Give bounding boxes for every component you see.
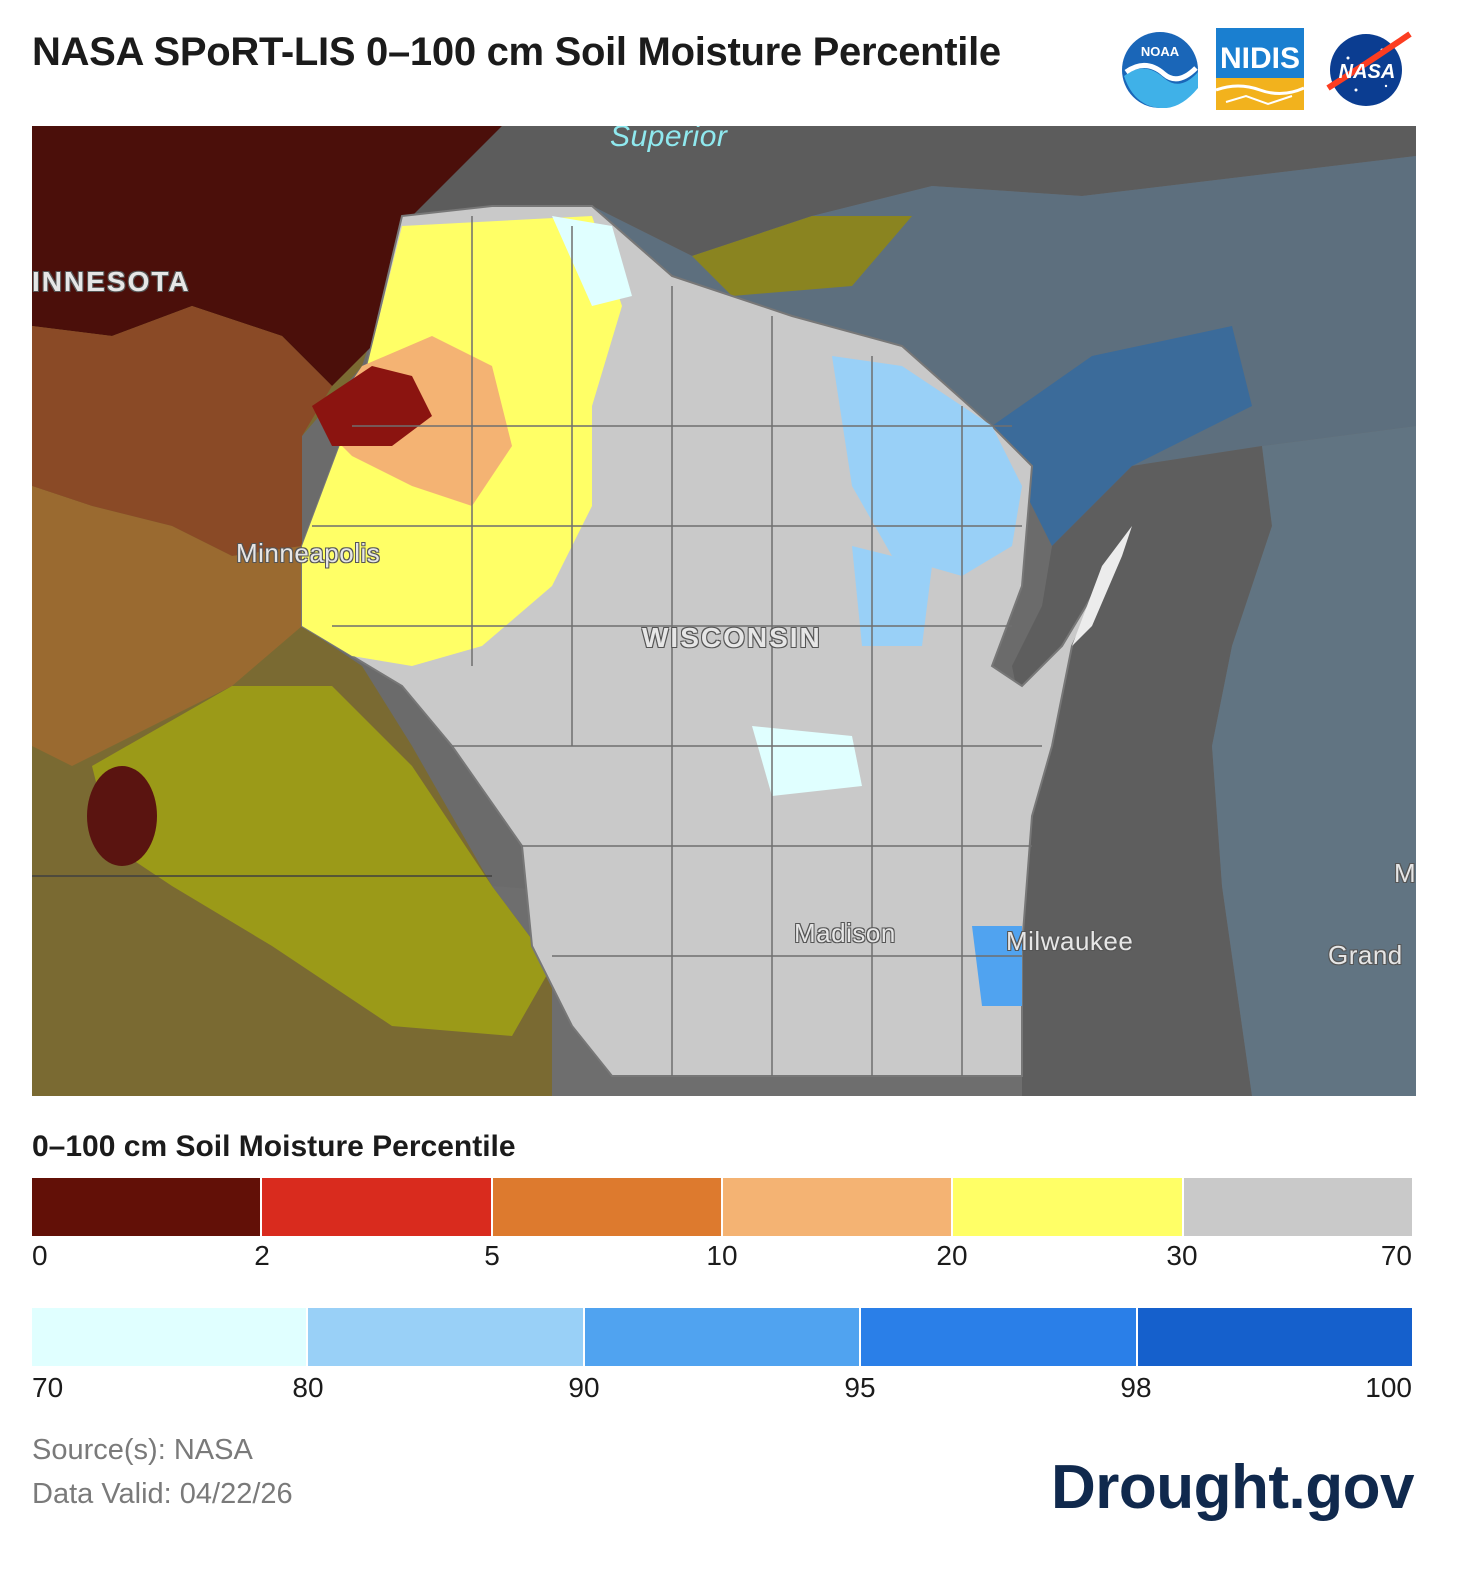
legend-dry-tick-3: 10 xyxy=(706,1240,738,1271)
legend-dry-ticks: 0 2 5 10 20 30 70 xyxy=(32,1240,1412,1272)
label-wisconsin: WISCONSIN xyxy=(642,622,822,653)
minnesota-dry-band xyxy=(32,306,332,556)
lake-michigan xyxy=(1012,446,1272,1096)
lower-michigan xyxy=(1212,426,1416,1096)
source-text: Source(s): NASA xyxy=(32,1434,253,1466)
nasa-logo-text: NASA xyxy=(1339,61,1396,83)
map-canvas xyxy=(32,126,1416,1096)
drought-gov-logo[interactable]: Drought.gov xyxy=(1051,1453,1415,1522)
data-valid-text: Data Valid: 04/22/26 xyxy=(32,1478,293,1510)
upper-peninsula-blue xyxy=(992,326,1252,546)
legend-wet-tick-3: 95 xyxy=(844,1372,876,1403)
legend-dry-tick-4: 20 xyxy=(936,1240,968,1271)
upper-peninsula-olive xyxy=(692,216,912,296)
legend-wet-tick-5: 100 xyxy=(1365,1372,1412,1403)
legend-wet-tick-0: 70 xyxy=(32,1372,64,1403)
legend-wet-swatch-1 xyxy=(308,1308,585,1366)
legend-dry-swatch-3 xyxy=(722,1178,954,1236)
lake-superior xyxy=(412,126,1416,256)
legend-dry-tick-1: 2 xyxy=(254,1240,270,1271)
legend-wet-colorbar xyxy=(32,1308,1413,1366)
chart-title: NASA SPoRT-LIS 0–100 cm Soil Moisture Pe… xyxy=(32,30,1001,74)
legend-wet-swatch-4 xyxy=(1137,1308,1413,1366)
label-milwaukee: Milwaukee xyxy=(1006,926,1134,956)
legend-wet-tick-2: 90 xyxy=(568,1372,600,1403)
label-lake-superior: Superior xyxy=(610,126,728,153)
legend-dry-tick-0: 0 xyxy=(32,1240,48,1271)
nidis-logo-text: NIDIS xyxy=(1220,42,1300,75)
legend-dry-swatch-2 xyxy=(492,1178,723,1236)
nasa-logo[interactable]: NASA xyxy=(1326,28,1412,108)
minnesota-dry-spot xyxy=(87,766,157,866)
legend-wet-tick-1: 80 xyxy=(292,1372,324,1403)
noaa-logo-text: NOAA xyxy=(1141,44,1180,59)
logo-group: NOAA NIDIS NASA xyxy=(1120,28,1420,116)
label-minneapolis: Minneapolis xyxy=(236,538,381,568)
legend-dry-swatch-0 xyxy=(32,1178,263,1236)
minnesota-moderate xyxy=(32,486,302,766)
legend-wet-tick-4: 98 xyxy=(1120,1372,1152,1403)
wisconsin-light-central xyxy=(752,726,862,796)
legend-dry-swatch-1 xyxy=(262,1178,493,1236)
footer-source: Source(s): NASA Data Valid: 04/22/26 xyxy=(32,1428,293,1516)
legend-dry-tick-6: 70 xyxy=(1380,1240,1412,1271)
legend-dry-tick-5: 30 xyxy=(1166,1240,1198,1271)
legend-dry-colorbar xyxy=(32,1178,1412,1236)
soil-moisture-map[interactable]: INNESOTA Superior Minneapolis WISCONSIN … xyxy=(32,126,1416,1096)
legend-dry-tick-2: 5 xyxy=(484,1240,500,1271)
legend-wet-swatch-2 xyxy=(584,1308,862,1366)
minnesota-south-olive xyxy=(92,686,552,1036)
label-m: M xyxy=(1394,858,1416,888)
nidis-logo[interactable]: NIDIS xyxy=(1216,28,1304,110)
legend-title: 0–100 cm Soil Moisture Percentile xyxy=(32,1130,516,1163)
label-minnesota: INNESOTA xyxy=(32,266,191,297)
legend-wet-swatch-0 xyxy=(32,1308,309,1366)
noaa-logo[interactable]: NOAA xyxy=(1120,28,1200,108)
wisconsin-wet-northeast xyxy=(832,356,1022,576)
wisconsin-wet-milwaukee xyxy=(972,926,1022,1006)
label-madison: Madison xyxy=(794,918,896,948)
label-grand: Grand xyxy=(1328,940,1403,970)
county-boundaries xyxy=(312,216,1042,1076)
legend-wet-ticks: 70 80 90 95 98 100 xyxy=(32,1372,1412,1404)
legend-dry-swatch-4 xyxy=(953,1178,1184,1236)
legend-wet-swatch-3 xyxy=(861,1308,1138,1366)
legend-dry-swatch-5 xyxy=(1183,1178,1412,1236)
door-peninsula xyxy=(1072,526,1132,646)
